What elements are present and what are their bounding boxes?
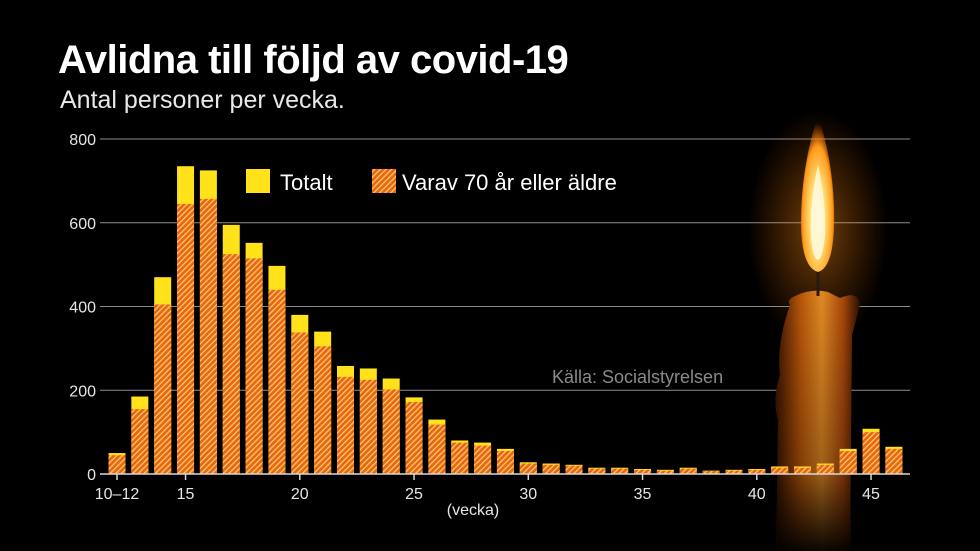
legend-swatch-elderly — [372, 169, 396, 193]
bar-elderly — [771, 467, 789, 474]
bar-elderly — [634, 469, 652, 474]
bar-elderly — [816, 464, 834, 474]
x-tick-label: 45 — [862, 486, 880, 503]
x-tick-label: 30 — [519, 486, 537, 503]
x-axis-ticks: 10–12 15 20 25 30 35 40 45 — [95, 474, 880, 503]
y-axis-ticks: 0 200 400 600 800 — [69, 132, 96, 484]
y-tick-label: 0 — [87, 467, 96, 484]
source-note: Källa: Socialstyrelsen — [552, 367, 723, 387]
candle-icon — [748, 110, 888, 551]
x-axis-label: (vecka) — [447, 502, 499, 519]
x-tick-label: 15 — [177, 486, 195, 503]
bar-elderly — [131, 409, 149, 474]
x-tick-label: 20 — [291, 486, 309, 503]
bar-elderly — [177, 203, 195, 474]
bar-elderly — [496, 450, 514, 474]
y-tick-label: 800 — [69, 132, 96, 149]
bar-elderly — [405, 401, 423, 474]
bar-elderly — [428, 424, 446, 474]
x-tick-label: 10–12 — [95, 486, 140, 503]
y-tick-label: 400 — [69, 300, 96, 317]
x-tick-label: 25 — [405, 486, 423, 503]
bar-elderly — [588, 468, 606, 474]
bar-elderly — [862, 432, 880, 474]
legend-swatch-total — [246, 169, 270, 193]
bars — [108, 166, 903, 474]
y-tick-label: 200 — [69, 383, 96, 400]
bar-elderly — [222, 254, 240, 474]
bar-elderly — [314, 346, 332, 474]
bar-elderly — [794, 467, 811, 474]
page-title: Avlidna till följd av covid-19 — [58, 38, 569, 82]
y-tick-label: 600 — [69, 216, 96, 233]
bar-elderly — [154, 304, 172, 474]
bar-elderly — [519, 463, 537, 474]
bar-elderly — [268, 289, 286, 474]
bar-elderly — [885, 448, 903, 474]
bar-elderly — [748, 469, 766, 474]
bar-elderly — [565, 465, 583, 474]
bar-elderly — [611, 468, 629, 474]
legend: Totalt Varav 70 år eller äldre — [246, 169, 617, 195]
bar-elderly — [359, 379, 377, 474]
bar-elderly — [679, 468, 697, 474]
bar-elderly — [451, 442, 469, 474]
x-tick-label: 35 — [634, 486, 652, 503]
legend-label-total: Totalt — [280, 170, 333, 195]
page-subtitle: Antal personer per vecka. — [60, 86, 345, 114]
bar-elderly — [382, 389, 400, 474]
legend-label-elderly: Varav 70 år eller äldre — [402, 170, 617, 195]
bar-elderly — [337, 376, 354, 474]
bar-elderly — [656, 470, 674, 474]
bar-elderly — [542, 464, 560, 474]
bar-elderly — [474, 445, 492, 474]
bar-elderly — [725, 470, 743, 474]
bar-elderly — [291, 332, 309, 474]
bar-elderly — [245, 258, 263, 474]
bar-elderly — [108, 455, 126, 474]
bar-elderly — [839, 450, 857, 474]
bar-elderly — [702, 471, 720, 474]
bar-elderly — [199, 198, 217, 474]
x-tick-label: 40 — [748, 486, 766, 503]
